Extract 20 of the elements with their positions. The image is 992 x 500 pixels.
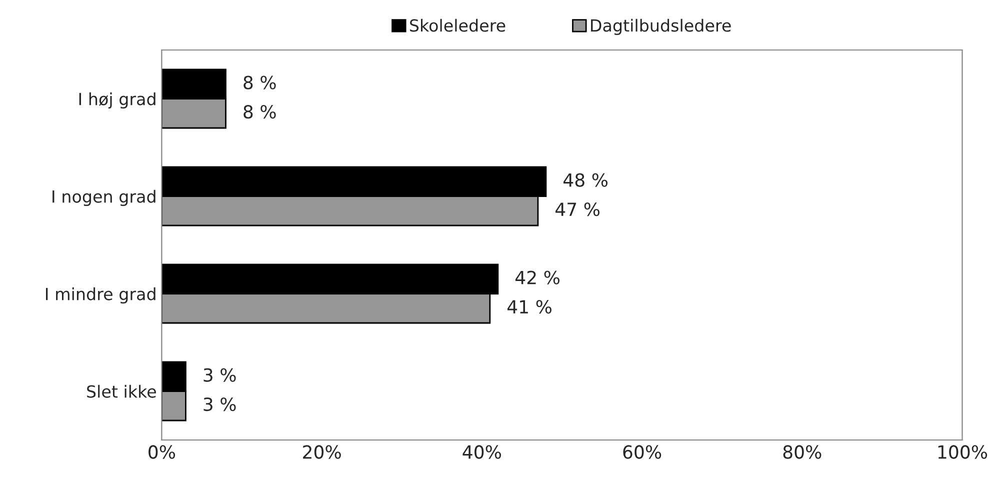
y-tick-label: I mindre grad bbox=[46, 287, 156, 304]
data-label: 3 % bbox=[204, 368, 236, 382]
x-tick-label: 0% bbox=[148, 445, 176, 459]
data-label: 41 % bbox=[507, 300, 552, 314]
x-tick-label: 100% bbox=[938, 445, 988, 459]
legend-label: Dagtilbudsledere bbox=[591, 18, 731, 35]
y-tick-label: I høj grad bbox=[79, 92, 156, 109]
y-tick-label: I nogen grad bbox=[52, 190, 156, 206]
x-tick-label: 80% bbox=[783, 445, 822, 459]
x-tick-label: 40% bbox=[462, 445, 501, 459]
data-label: 47 % bbox=[556, 202, 600, 216]
data-label: 8 % bbox=[244, 76, 276, 90]
x-tick-label: 20% bbox=[303, 445, 341, 459]
x-tick-label: 60% bbox=[623, 445, 662, 459]
data-label: 48 % bbox=[564, 173, 608, 187]
data-label: 42 % bbox=[515, 270, 560, 284]
y-tick-label: Slet ikke bbox=[87, 384, 156, 398]
legend-label: Skoleledere bbox=[410, 18, 506, 32]
data-label: 8 % bbox=[244, 104, 276, 119]
data-label: 3 % bbox=[204, 397, 236, 412]
